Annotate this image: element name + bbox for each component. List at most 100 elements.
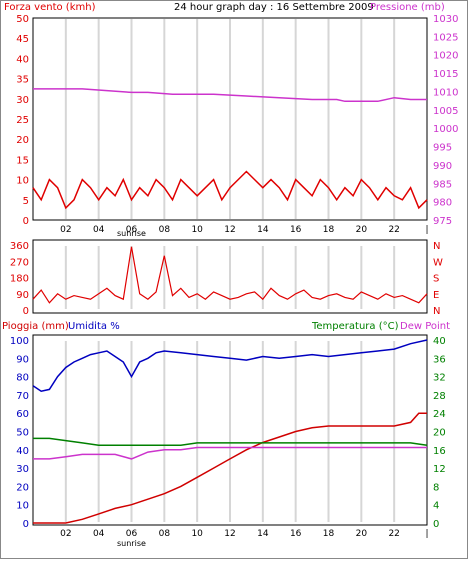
panel3-humidity-label: Umidita %: [68, 321, 120, 332]
x-tick-label: 10: [191, 529, 203, 539]
panel1-x-ticks: 02 04 06 08 10 12 14 16 18 20 22 |: [60, 225, 428, 235]
panel1-sunrise-label: sunrise: [117, 229, 146, 238]
left-tick-label: 90: [16, 354, 29, 365]
x-tick-label: 20: [356, 225, 368, 235]
right-tick-label: N: [433, 241, 440, 252]
panel3-series: [32, 339, 428, 524]
panel3-temperature-label: Temperatura (°C): [311, 321, 399, 332]
panel-wind-pressure: Forza vento (kmh) 24 hour graph day : 16…: [4, 2, 458, 238]
x-tick-label: |: [425, 225, 428, 235]
panel1-series: [32, 88, 428, 210]
panel3-sunrise-label: sunrise: [117, 539, 146, 548]
left-tick-label: 10: [16, 176, 29, 187]
x-tick-label: 08: [159, 225, 171, 235]
left-tick-label: 25: [16, 115, 29, 126]
x-tick-label: 10: [191, 225, 203, 235]
right-tick-label: 0: [433, 519, 439, 530]
panel1-plot-frame: [32, 17, 428, 221]
x-tick-label: 12: [224, 225, 235, 235]
panel3-rain-label: Pioggia (mm): [2, 321, 69, 332]
panel3-left-ticks: 0 10 20 30 40 50 60 70 80 90 100: [10, 336, 29, 530]
panel2-series: [32, 246, 428, 304]
left-tick-label: 20: [16, 135, 29, 146]
x-tick-label: 14: [257, 225, 269, 235]
left-tick-label: 60: [16, 409, 29, 420]
right-tick-label: 1025: [433, 32, 458, 43]
left-tick-label: 0: [23, 519, 29, 530]
left-tick-label: 35: [16, 75, 29, 86]
right-tick-label: 4: [433, 501, 439, 512]
x-tick-label: 04: [93, 529, 105, 539]
right-tick-label: 16: [433, 446, 446, 457]
right-tick-label: 24: [433, 409, 446, 420]
panel3-plot-frame: [32, 334, 428, 526]
panel1-right-ticks: 975 980 985 990 995 1000 1005 1010 1015 1020 1025 1…: [433, 14, 458, 227]
x-tick-label: 06: [126, 529, 138, 539]
right-tick-label: 1020: [433, 51, 458, 62]
right-tick-label: 1030: [433, 14, 458, 25]
x-tick-label: 02: [60, 225, 71, 235]
panel2-plot-frame: [32, 239, 428, 314]
panel1-gridlines: [64, 19, 396, 219]
rain-series-line: [33, 412, 427, 524]
x-tick-label: 06: [126, 225, 138, 235]
left-tick-label: 90: [16, 290, 29, 301]
panel1-left-axis-label: Forza vento (kmh): [4, 2, 96, 13]
panel1-right-axis-label: Pressione (mb): [370, 2, 445, 13]
x-tick-label: 08: [159, 529, 171, 539]
left-tick-label: 40: [16, 446, 29, 457]
left-tick-label: 80: [16, 373, 29, 384]
right-tick-label: 1015: [433, 69, 458, 80]
left-tick-label: 50: [16, 428, 29, 439]
dewpoint-series-line: [33, 446, 427, 460]
direction-series-line: [32, 246, 428, 304]
panel-rain-humidity-temp: Pioggia (mm) Umidita % Temperatura (°C) …: [2, 321, 450, 548]
right-tick-label: E: [433, 290, 439, 301]
right-tick-label: S: [433, 274, 439, 285]
wind-series-line: [32, 170, 428, 210]
right-tick-label: 985: [433, 179, 452, 190]
x-tick-label: |: [425, 529, 428, 539]
panel2-left-ticks: 0 90 180 270 360: [10, 241, 29, 317]
right-tick-label: W: [433, 257, 443, 268]
right-tick-label: 32: [433, 373, 446, 384]
left-tick-label: 180: [10, 274, 29, 285]
left-tick-label: 45: [16, 34, 29, 45]
left-tick-label: 5: [23, 196, 29, 207]
x-tick-label: 16: [290, 529, 302, 539]
panel3-dewpoint-label: Dew Point: [400, 321, 450, 332]
panel3-x-ticks: 02 04 06 08 10 12 14 16 18 20 22 |: [60, 529, 428, 539]
left-tick-label: 40: [16, 54, 29, 65]
right-tick-label: 20: [433, 428, 446, 439]
left-tick-label: 50: [16, 14, 29, 25]
panel2-gridlines: [64, 246, 396, 309]
panel3-gridlines: [64, 341, 396, 522]
x-tick-label: 22: [388, 225, 399, 235]
left-tick-label: 15: [16, 155, 29, 166]
right-tick-label: 995: [433, 143, 452, 154]
right-tick-label: 980: [433, 198, 452, 209]
right-tick-label: 8: [433, 482, 439, 493]
x-tick-label: 14: [257, 529, 269, 539]
x-tick-label: 16: [290, 225, 302, 235]
x-tick-label: 04: [93, 225, 105, 235]
right-tick-label: 28: [433, 391, 446, 402]
right-tick-label: N: [433, 306, 440, 317]
x-tick-label: 18: [323, 225, 335, 235]
x-tick-label: 02: [60, 529, 71, 539]
right-tick-label: 1010: [433, 87, 458, 98]
x-tick-label: 18: [323, 529, 335, 539]
panel3-right-ticks: 0 4 8 12 16 20 24 28 32 36 40: [433, 336, 446, 530]
left-tick-label: 30: [16, 95, 29, 106]
left-tick-label: 360: [10, 241, 29, 252]
right-tick-label: 12: [433, 464, 446, 475]
left-tick-label: 10: [16, 501, 29, 512]
right-tick-label: 40: [433, 336, 446, 347]
left-tick-label: 30: [16, 464, 29, 475]
right-tick-label: 975: [433, 216, 452, 227]
left-tick-label: 100: [10, 336, 29, 347]
